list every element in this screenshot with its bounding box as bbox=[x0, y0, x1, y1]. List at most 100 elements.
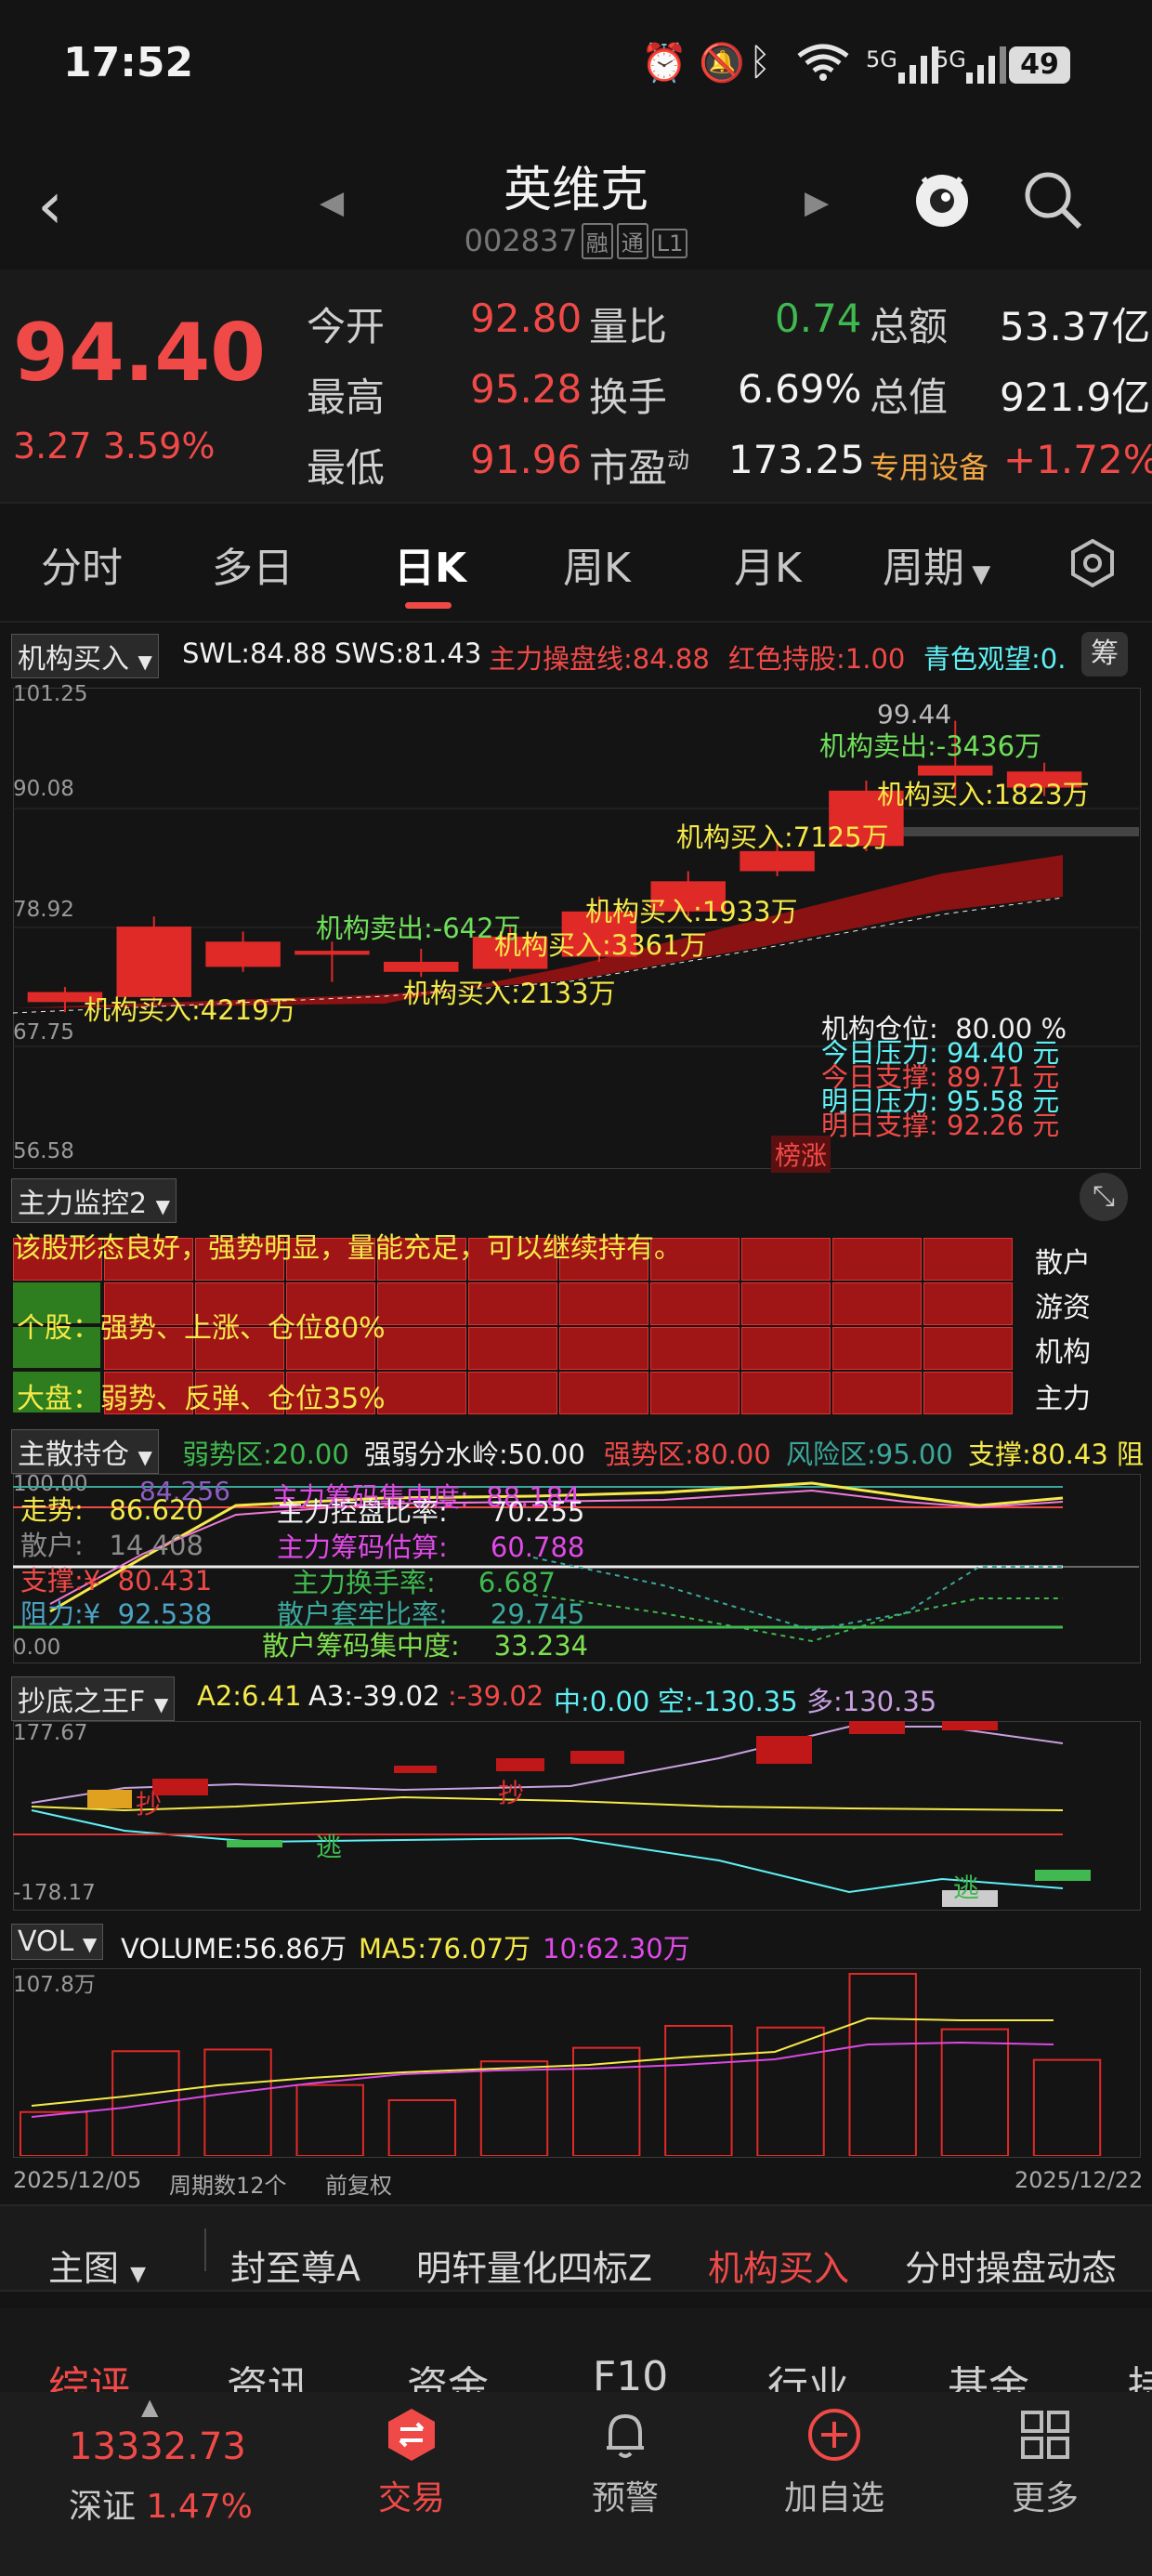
monitor-cell bbox=[832, 1282, 922, 1325]
signal-icon bbox=[898, 46, 938, 84]
next-stock-icon[interactable]: ▶ bbox=[805, 184, 830, 221]
sell-mark: 逃 bbox=[316, 1832, 343, 1862]
indicator-tab-active[interactable]: 机构买入 bbox=[708, 2248, 850, 2289]
monitor-cell bbox=[923, 1327, 1013, 1370]
signal-label-1: 5G bbox=[866, 46, 897, 72]
tab-intraday[interactable]: 分时 bbox=[41, 545, 123, 592]
nav-alert-label: 预警 bbox=[591, 2479, 659, 2517]
volume-chart bbox=[20, 1973, 1102, 2156]
l1-badge: L1 bbox=[651, 229, 688, 258]
nav-alert[interactable]: 预警 bbox=[576, 2407, 674, 2519]
volume-dropdown[interactable]: VOL ▼ bbox=[11, 1924, 104, 1960]
main-indicator-dropdown[interactable]: 机构买入 ▼ bbox=[11, 634, 159, 678]
main-chart-frame bbox=[13, 688, 1141, 1169]
vol-ratio-value: 0.74 bbox=[775, 296, 862, 341]
monitor-cell bbox=[468, 1372, 557, 1414]
back-icon[interactable]: ‹ bbox=[37, 167, 63, 243]
position-value: 80.00 % bbox=[955, 1013, 1067, 1045]
legend-hscg: 红色持股:1.00 bbox=[728, 643, 906, 675]
support-key: 支撑:¥ bbox=[20, 1565, 101, 1597]
today-support-value: 89.71 元 bbox=[947, 1061, 1060, 1093]
signal-icon-2 bbox=[966, 46, 1006, 84]
change-pct: 3.59% bbox=[102, 426, 216, 467]
status-bar: 17:52 ⏰ 🔕 ᛒ 5G 5G 49 bbox=[0, 0, 1152, 139]
vol-ratio-label: 量比 bbox=[589, 304, 668, 349]
next-pressure: 明日压力: 95.58 元 bbox=[821, 1080, 1059, 1119]
resistance-band bbox=[849, 827, 1139, 836]
position-label: 机构仓位: bbox=[821, 1013, 938, 1045]
tab-weekly-k[interactable]: 周K bbox=[563, 545, 631, 592]
tab-multiday[interactable]: 多日 bbox=[212, 545, 294, 592]
trade-icon bbox=[388, 2409, 435, 2461]
chevron-down-icon: ▼ bbox=[137, 1446, 152, 1468]
nav-add-watch[interactable]: 加自选 bbox=[779, 2407, 890, 2519]
expand-up-icon[interactable]: ▲ bbox=[141, 2394, 159, 2420]
bluetooth-icon: ᛒ bbox=[749, 41, 771, 84]
industry-label[interactable]: 专用设备 bbox=[870, 450, 989, 485]
next-support-value: 92.26 元 bbox=[947, 1110, 1060, 1141]
indicator-tab[interactable]: 明轩量化四标Z bbox=[416, 2248, 653, 2289]
nav-more[interactable]: 更多 bbox=[996, 2407, 1094, 2519]
holding-dropdown[interactable]: 主散持仓 ▼ bbox=[11, 1429, 159, 1474]
tab-monthly-k[interactable]: 月K bbox=[734, 545, 802, 592]
indicator-tab[interactable]: 封至尊A bbox=[230, 2248, 360, 2289]
retail-concentration: 散户筹码集中度: 33.234 bbox=[262, 1624, 588, 1663]
monitor-dropdown[interactable]: 主力监控2 ▼ bbox=[11, 1178, 177, 1223]
search-icon[interactable] bbox=[1020, 167, 1085, 236]
open-value: 92.80 bbox=[470, 296, 583, 341]
nav-more-label: 更多 bbox=[1011, 2479, 1079, 2517]
trapped-ratio-value: 29.745 bbox=[490, 1598, 585, 1630]
tab-period[interactable]: 周期 ▼ bbox=[883, 534, 990, 594]
monitor-cell bbox=[741, 1238, 831, 1281]
legend-a2: A2:6.41 bbox=[197, 1680, 302, 1712]
retail-concentration-value: 33.234 bbox=[493, 1630, 589, 1662]
expand-icon[interactable]: ⤡ bbox=[1080, 1173, 1128, 1221]
indicator-tab[interactable]: 分时操盘动态 bbox=[905, 2248, 1118, 2289]
monitor-grid bbox=[13, 1238, 1139, 1418]
legend-weak: 弱势区:20.00 bbox=[182, 1439, 349, 1470]
market-status: 大盘：弱势、反弹、仓位35% bbox=[17, 1383, 386, 1415]
legend-swl: SWL:84.88 bbox=[182, 637, 328, 669]
divider bbox=[204, 2228, 206, 2271]
prev-stock-icon[interactable]: ◀ bbox=[320, 184, 345, 221]
stock-code-line: 002837 融通 L1 bbox=[0, 223, 1152, 259]
bottom-nav bbox=[0, 2392, 1152, 2576]
monitor-cell bbox=[468, 1327, 557, 1370]
resist-label: 阻力:¥ 92.538 bbox=[20, 1593, 212, 1632]
nav-trade[interactable]: 交易 bbox=[362, 2407, 461, 2519]
index-value[interactable]: 13332.73 bbox=[69, 2425, 246, 2468]
margin-badge: 融 bbox=[581, 223, 613, 259]
volume-frame bbox=[13, 1968, 1141, 2158]
start-date: 2025/12/05 bbox=[13, 2167, 142, 2193]
chip-estimate-key: 主力筹码估算: bbox=[277, 1531, 448, 1563]
high-label: 最高 bbox=[307, 375, 386, 420]
chevron-down-icon: ▼ bbox=[82, 1933, 98, 1955]
monitor-cell bbox=[923, 1238, 1013, 1281]
adjust-mode[interactable]: 前复权 bbox=[325, 2173, 392, 2199]
settings-icon[interactable] bbox=[1067, 537, 1119, 593]
main-chart-select[interactable]: 主图 ▼ bbox=[48, 2240, 146, 2291]
signal-block bbox=[152, 1779, 208, 1795]
chip-button[interactable]: 筹 bbox=[1081, 632, 1128, 677]
signal-block bbox=[849, 1721, 905, 1734]
volume-bar bbox=[756, 2026, 825, 2156]
volume-bar bbox=[572, 2046, 641, 2156]
monitor-cell bbox=[286, 1282, 375, 1325]
position-info: 机构仓位: 80.00 % bbox=[821, 1007, 1067, 1046]
today-pressure: 今日压力: 94.40 元 bbox=[821, 1032, 1059, 1071]
signal-block bbox=[1035, 1870, 1091, 1881]
monitor-cell bbox=[741, 1372, 831, 1414]
tab-daily-k[interactable]: 日K bbox=[394, 545, 467, 592]
bottom-indicator-dropdown[interactable]: 抄底之王F ▼ bbox=[11, 1676, 176, 1721]
legend-divide: 强弱分水岭:50.00 bbox=[364, 1439, 585, 1470]
mascot-icon[interactable] bbox=[910, 165, 974, 232]
amount-label: 总额 bbox=[870, 304, 949, 349]
divider bbox=[0, 502, 1152, 504]
monitor-cell bbox=[650, 1238, 740, 1281]
monitor-cell bbox=[104, 1282, 193, 1325]
rank-tag[interactable]: 榜涨 bbox=[771, 1136, 831, 1173]
monitor-cell bbox=[741, 1327, 831, 1370]
index-line[interactable]: 深证 1.47% bbox=[69, 2479, 253, 2528]
resist-value: 92.538 bbox=[117, 1598, 213, 1630]
monitor-cell bbox=[559, 1282, 648, 1325]
